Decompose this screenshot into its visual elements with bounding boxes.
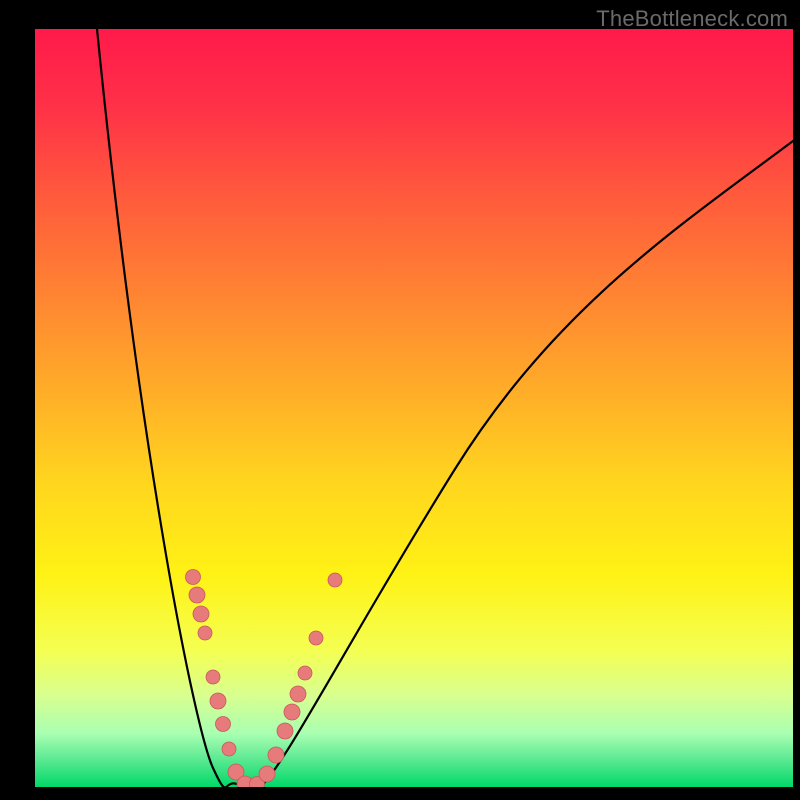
plot-area bbox=[35, 29, 793, 787]
watermark-label: TheBottleneck.com bbox=[596, 6, 788, 32]
marker-point bbox=[309, 631, 323, 645]
marker-point bbox=[222, 742, 236, 756]
plot-svg bbox=[35, 29, 793, 787]
marker-point bbox=[216, 717, 231, 732]
marker-point bbox=[268, 747, 284, 763]
gradient-background bbox=[35, 29, 793, 787]
marker-point bbox=[290, 686, 306, 702]
marker-point bbox=[259, 766, 275, 782]
marker-point bbox=[198, 626, 212, 640]
marker-point bbox=[193, 606, 209, 622]
chart-frame: TheBottleneck.com bbox=[0, 0, 800, 800]
marker-point bbox=[277, 723, 293, 739]
marker-point bbox=[186, 570, 201, 585]
marker-point bbox=[328, 573, 342, 587]
marker-point bbox=[284, 704, 300, 720]
marker-point bbox=[206, 670, 220, 684]
marker-point bbox=[189, 587, 205, 603]
marker-point bbox=[298, 666, 312, 680]
marker-point bbox=[210, 693, 226, 709]
